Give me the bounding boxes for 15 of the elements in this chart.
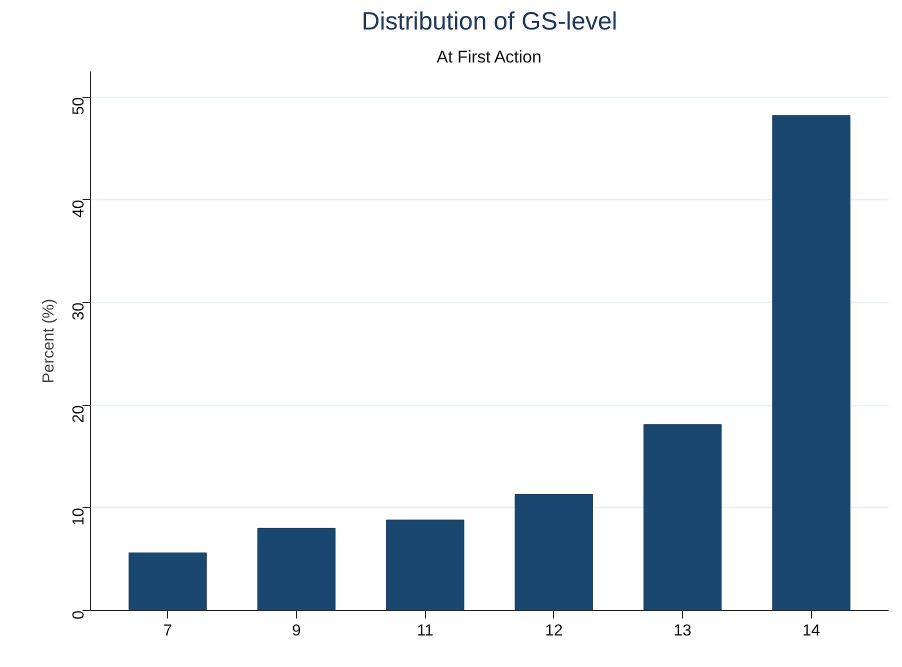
x-tick-label: 14 (802, 622, 820, 640)
x-tick-label: 11 (416, 622, 434, 640)
y-tick-label: 10 (70, 508, 88, 526)
y-tick-label: 30 (70, 302, 88, 320)
y-tick-label: 40 (70, 200, 88, 218)
x-tick-label: 9 (292, 622, 301, 640)
x-tick-label: 13 (674, 622, 692, 640)
x-tick-label: 7 (163, 622, 172, 640)
x-tick-label: 12 (544, 622, 563, 640)
y-tick-label: 0 (70, 610, 88, 620)
chart-title: Distribution of GS-level (362, 8, 618, 36)
y-axis-title: Percent (%) (40, 298, 58, 384)
chart-subtitle: At First Action (436, 48, 542, 66)
y-tick-label: 50 (70, 97, 88, 115)
y-tick-label: 20 (70, 405, 88, 423)
